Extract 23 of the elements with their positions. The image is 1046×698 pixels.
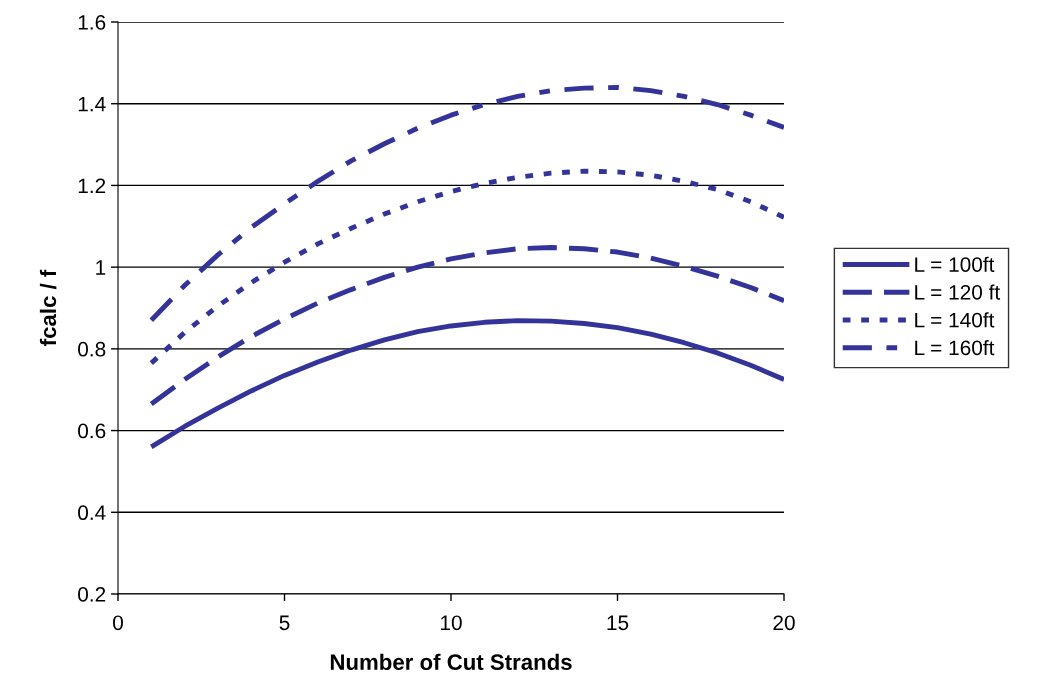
x-tick-label: 10: [441, 615, 462, 631]
y-tick-label: 0.2: [78, 587, 106, 602]
x-tick-label: 0: [113, 615, 123, 631]
line-series: [148, 168, 784, 366]
x-tick-label: 5: [279, 615, 290, 631]
y-axis-title: fcalc / f: [39, 269, 57, 346]
legend-label: L = 140ft: [915, 312, 995, 328]
y-tick-label: 0.8: [78, 341, 106, 357]
x-tick-label: 15: [607, 615, 629, 631]
y-tick-label: 1.6: [78, 15, 106, 30]
x-tick-label: 20: [773, 615, 795, 631]
legend-label: L = 160ft: [915, 339, 995, 356]
legend-label: L = 100ft: [915, 256, 995, 272]
y-tick-label: 0.6: [78, 423, 106, 439]
y-tick-label: 1: [96, 260, 106, 275]
line-series: [148, 318, 784, 450]
legend-label: L = 120 ft: [915, 284, 1001, 300]
line-series: [148, 245, 784, 407]
line-series: [148, 84, 784, 323]
y-tick-label: 1.2: [78, 178, 106, 193]
y-tick-label: 1.4: [78, 96, 106, 112]
y-tick-label: 0.4: [78, 505, 106, 521]
x-axis-title: Number of Cut Strands: [330, 653, 572, 671]
